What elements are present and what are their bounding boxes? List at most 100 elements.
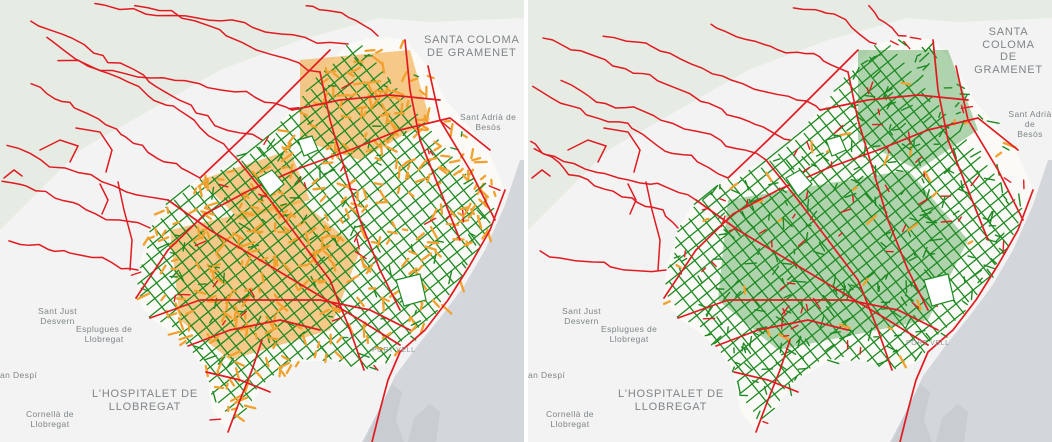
street-fragment xyxy=(209,269,218,273)
street-segment xyxy=(208,173,467,383)
street-fragment xyxy=(298,331,306,337)
street-segment xyxy=(667,70,912,269)
street-segment xyxy=(185,139,439,345)
street-fragment xyxy=(884,184,890,193)
street-fragment xyxy=(316,244,328,255)
street-fragment xyxy=(751,379,759,384)
street-fragment xyxy=(370,240,380,245)
street-fragment xyxy=(744,362,753,371)
street-fragment xyxy=(247,244,260,249)
street-network-map-right[interactable] xyxy=(528,0,1052,442)
mountain-road xyxy=(3,169,23,179)
street-fragment xyxy=(212,390,217,403)
street-fragment xyxy=(912,249,916,257)
street-fragment xyxy=(781,305,790,316)
street-fragment xyxy=(892,349,898,353)
arterial-road xyxy=(733,371,799,393)
street-fragment xyxy=(356,352,370,358)
street-segment xyxy=(324,70,473,254)
street-fragment xyxy=(313,350,318,359)
mountain-roads xyxy=(1,2,379,271)
street-fragment xyxy=(900,104,913,111)
street-fragment xyxy=(925,332,932,341)
street-fragment xyxy=(710,184,719,196)
street-fragment xyxy=(916,53,922,57)
street-fragment xyxy=(911,302,920,310)
street-fragment xyxy=(193,289,207,295)
street-fragment xyxy=(260,272,265,284)
street-fragment xyxy=(914,351,923,362)
street-fragment xyxy=(921,92,931,103)
street-segment xyxy=(674,62,905,249)
street-fragment xyxy=(347,322,354,335)
arterial-roads xyxy=(663,39,1034,442)
street-fragment xyxy=(952,210,960,216)
map-panel-right[interactable]: SANTA COLOMA DE GRAMENET Sant Adrià de B… xyxy=(528,0,1052,442)
street-fragment xyxy=(222,310,233,319)
map-panel-left[interactable]: SANTA COLOMA DE GRAMENET Sant Adrià de B… xyxy=(0,0,524,442)
street-fragment xyxy=(423,156,438,162)
street-fragment xyxy=(986,210,993,221)
street-fragment xyxy=(166,206,170,215)
street-fragment xyxy=(723,228,735,239)
street-fragment xyxy=(225,292,233,305)
street-fragment xyxy=(435,239,445,243)
street-segment xyxy=(736,173,995,383)
street-fragment xyxy=(800,300,804,309)
street-fragment xyxy=(390,122,399,137)
street-fragment xyxy=(356,238,360,250)
harbour-pier xyxy=(936,404,968,442)
street-fragment xyxy=(757,248,760,256)
street-fragment xyxy=(414,309,417,316)
street-fragment xyxy=(339,217,344,224)
street-segment xyxy=(852,70,1001,254)
street-fragment xyxy=(391,94,402,102)
street-fragment xyxy=(368,255,376,264)
street-fragment xyxy=(710,335,722,346)
street-fragment xyxy=(401,257,410,268)
street-fragment xyxy=(222,272,225,284)
street-fragment xyxy=(396,186,401,195)
street-fragment xyxy=(381,297,385,313)
street-fragment xyxy=(839,132,852,137)
mountain-road xyxy=(560,79,767,161)
street-fragment xyxy=(324,66,329,75)
hills-area xyxy=(0,0,524,230)
street-fragment xyxy=(476,209,486,220)
street-fragment xyxy=(326,234,341,239)
street-fragment xyxy=(209,317,214,324)
street-fragment xyxy=(300,214,308,225)
street-fragment xyxy=(961,300,968,306)
harbour-pier xyxy=(892,384,932,442)
street-fragment xyxy=(463,177,475,185)
street-fragment xyxy=(805,232,809,244)
street-fragment xyxy=(895,169,904,172)
street-fragment xyxy=(294,360,300,368)
street-segment xyxy=(146,96,405,306)
street-fragment xyxy=(429,150,434,156)
street-fragment xyxy=(957,216,962,222)
street-fragment xyxy=(381,61,386,74)
street-fragment xyxy=(729,182,739,190)
street-fragment xyxy=(239,325,254,331)
street-fragment xyxy=(876,359,890,366)
street-network-map-left[interactable] xyxy=(0,0,524,442)
street-fragment xyxy=(449,209,457,218)
street-fragment xyxy=(373,182,384,186)
street-fragment xyxy=(327,315,334,318)
street-fragment xyxy=(408,267,418,275)
street-fragment xyxy=(453,169,461,176)
street-fragment xyxy=(938,128,945,138)
street-fragment xyxy=(718,233,727,236)
mountain-road xyxy=(602,35,821,111)
street-fragment xyxy=(340,114,352,120)
street-fragment xyxy=(394,159,399,170)
street-fragment xyxy=(768,182,779,186)
street-fragment xyxy=(915,329,926,333)
street-fragment xyxy=(833,182,838,191)
street-fragment xyxy=(356,296,365,308)
street-fragment xyxy=(731,279,739,288)
street-fragment xyxy=(319,194,328,203)
street-fragment xyxy=(923,170,932,183)
street-fragment xyxy=(922,215,934,223)
